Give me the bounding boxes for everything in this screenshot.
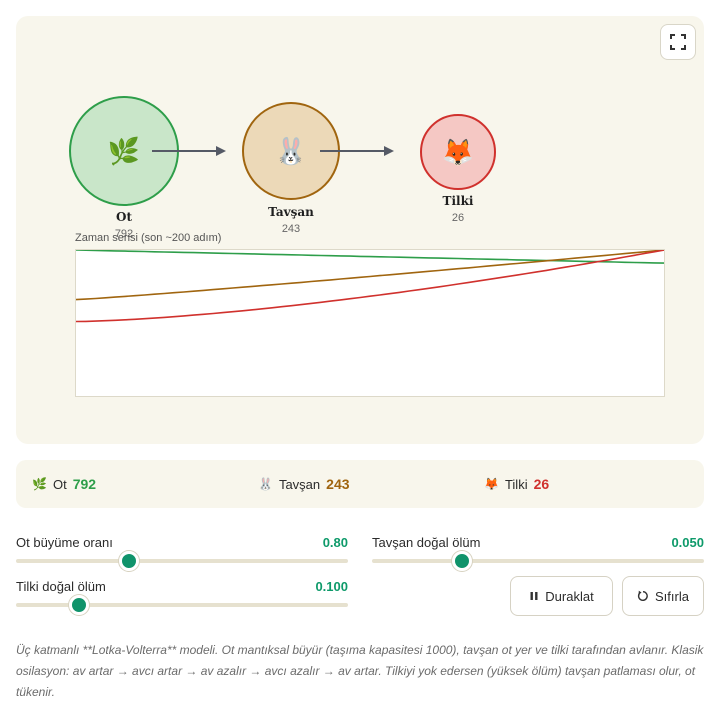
node-ot-count: 792 [114,228,134,240]
reset-button[interactable]: Sıfırla [622,576,704,616]
time-series-svg [75,249,665,323]
ot-growth-control: Ot büyüme oranı 0.80 [16,535,348,575]
stat-tavsan: 🐰 Tavşan 243 [258,460,350,508]
stat-tavsan-value: 243 [326,476,350,492]
node-ot-label: Ot [116,210,132,224]
pause-button[interactable]: Duraklat [510,576,613,616]
tilki-death-value: 0.100 [315,579,348,594]
tavsan-death-slider-track[interactable] [372,559,704,563]
rabbit-icon: 🐰 [258,477,273,491]
node-tavsan-label: Tavşan [268,205,314,219]
ot-growth-slider-thumb[interactable] [118,551,139,571]
tilki-death-label: Tilki doğal ölüm [16,579,106,594]
ot-growth-label: Ot büyüme oranı [16,535,113,550]
tavsan-death-slider-thumb[interactable] [451,551,472,571]
grass-icon: 🌿 [107,135,141,166]
rabbit-icon: 🐰 [274,135,308,166]
tilki-death-slider-track[interactable] [16,603,348,607]
tilki-death-slider-thumb[interactable] [69,595,90,615]
series-line-0 [75,249,665,264]
series-line-1 [75,249,665,301]
fox-icon: 🦊 [484,477,499,491]
stat-ot: 🌿 Ot 792 [32,460,96,508]
time-series-chart [75,249,665,397]
reset-button-label: Sıfırla [655,588,689,604]
stat-tavsan-label: Tavşan [278,476,321,492]
simulation-canvas: 🌿 Ot 792 🐰 Tavşan 243 🦊 Tilki 26 Zaman s… [16,16,704,444]
ot-growth-value: 0.80 [322,535,348,550]
tavsan-death-label: Tavşan doğal ölüm [372,535,481,550]
ot-growth-slider-track[interactable] [16,559,348,563]
tavsan-death-control: Tavşan doğal ölüm 0.050 [372,535,704,575]
stat-tilki-value: 26 [533,476,550,492]
arrow-tavsan-to-tilki [320,146,394,156]
model-description: Üç katmanlı **Lotka-Volterra** modeli. O… [16,643,704,699]
grass-icon: 🌿 [32,477,47,491]
fox-icon: 🦊 [441,136,475,167]
arrow-ot-to-tavsan [152,146,226,156]
reset-icon [637,590,648,601]
tavsan-death-value: 0.050 [671,535,704,550]
series-line-2 [75,249,665,323]
stat-ot-value: 792 [72,476,97,492]
pause-button-label: Duraklat [545,588,594,604]
node-tavsan-count: 243 [281,223,301,235]
chart-caption: Zaman serisi (son ~200 adım) [75,232,222,244]
pause-icon [530,592,538,600]
fullscreen-button[interactable] [660,24,696,60]
fullscreen-icon [670,34,686,50]
stat-tilki: 🦊 Tilki 26 [484,460,549,508]
stat-tilki-label: Tilki [504,476,528,492]
node-tilki-label: Tilki [442,194,474,208]
stats-bar: 🌿 Ot 792 🐰 Tavşan 243 🦊 Tilki 26 [16,460,704,508]
node-tilki-count: 26 [451,212,465,224]
node-tilki[interactable]: 🦊 [420,114,496,190]
stat-ot-label: Ot [52,476,67,492]
tilki-death-control: Tilki doğal ölüm 0.100 [16,579,348,619]
